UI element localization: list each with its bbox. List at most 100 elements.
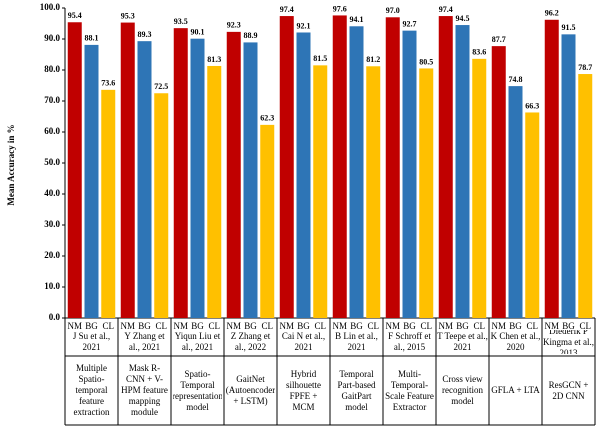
- bar: [120, 22, 135, 318]
- bar: [332, 15, 347, 318]
- bar: [508, 86, 523, 319]
- bar: [419, 68, 434, 318]
- group-method: Cross view recognition model: [442, 374, 483, 406]
- value-label: 83.6: [472, 48, 486, 57]
- series-label: CL: [579, 321, 591, 331]
- series-label: BG: [403, 321, 416, 331]
- group-author: Cai N et al., 2021: [281, 331, 326, 352]
- series-label: CL: [420, 321, 432, 331]
- series-label: NM: [226, 321, 241, 331]
- series-label: BG: [509, 321, 522, 331]
- y-tick-label: 70.0: [44, 95, 60, 105]
- bar: [491, 46, 506, 318]
- value-label: 74.8: [509, 75, 523, 84]
- series-label: CL: [367, 321, 379, 331]
- y-tick-label: 80.0: [44, 64, 60, 74]
- y-axis-label: Mean Accuracy in %: [6, 124, 16, 205]
- series-label: CL: [526, 321, 538, 331]
- bar: [173, 28, 188, 319]
- series-label: CL: [208, 321, 220, 331]
- bar: [84, 44, 99, 318]
- value-label: 62.3: [260, 114, 274, 123]
- group-method: Spatio-Temporal representation model: [173, 368, 222, 412]
- y-tick-label: 60.0: [44, 126, 60, 136]
- bar: [366, 66, 381, 318]
- bar: [154, 93, 169, 318]
- series-label: NM: [332, 321, 347, 331]
- series-label: NM: [544, 321, 559, 331]
- series-label: CL: [102, 321, 114, 331]
- value-label: 95.3: [121, 11, 135, 20]
- bar: [260, 124, 275, 319]
- value-label: 91.5: [562, 23, 576, 32]
- group-method: Multiple Spatio-temporal feature extract…: [73, 363, 110, 417]
- series-label: CL: [314, 321, 326, 331]
- bar: [385, 17, 400, 319]
- value-label: 88.9: [244, 31, 258, 40]
- y-tick-label: 0.0: [49, 312, 61, 322]
- y-tick-label: 40.0: [44, 188, 60, 198]
- value-label: 92.3: [227, 21, 241, 30]
- bar: [279, 16, 294, 319]
- series-label: BG: [85, 321, 98, 331]
- value-label: 73.6: [101, 79, 115, 88]
- value-label: 92.1: [297, 21, 311, 30]
- bar: [296, 32, 311, 319]
- bar: [313, 65, 328, 318]
- series-label: CL: [473, 321, 485, 331]
- y-tick-label: 50.0: [44, 157, 60, 167]
- series-label: NM: [279, 321, 294, 331]
- bar: [525, 112, 540, 318]
- value-label: 93.5: [174, 17, 188, 26]
- group-method: ResGCN + 2D CNN: [548, 379, 589, 401]
- series-label: BG: [244, 321, 257, 331]
- series-label: BG: [191, 321, 204, 331]
- value-label: 95.4: [68, 11, 82, 20]
- bar: [402, 30, 417, 318]
- group-method: GFLA + LTA: [491, 385, 540, 395]
- series-label: NM: [120, 321, 135, 331]
- series-label: NM: [438, 321, 453, 331]
- bar: [455, 25, 470, 319]
- y-tick-label: 20.0: [44, 250, 60, 260]
- value-label: 87.7: [492, 35, 506, 44]
- group-author: Z Zhang et al., 2022: [230, 331, 271, 352]
- series-label: CL: [261, 321, 273, 331]
- value-label: 97.6: [333, 4, 347, 13]
- series-label: BG: [138, 321, 151, 331]
- series-label: NM: [173, 321, 188, 331]
- group-method: Temporal Part-based GaitPart model: [337, 368, 376, 412]
- group-author: T Teepe et al., 2021: [437, 331, 488, 352]
- bar: [207, 65, 222, 318]
- bar: [137, 41, 152, 319]
- value-label: 81.2: [366, 55, 380, 64]
- value-label: 81.5: [313, 54, 327, 63]
- value-label: 96.2: [545, 9, 559, 18]
- y-tick-label: 10.0: [44, 281, 60, 291]
- value-label: 94.1: [350, 15, 364, 24]
- series-label: BG: [297, 321, 310, 331]
- bar: [578, 74, 593, 318]
- group-author: F Schroff et al., 2015: [388, 331, 431, 352]
- series-label: NM: [491, 321, 506, 331]
- group-author: J Su et al., 2021: [72, 331, 111, 352]
- series-label: BG: [456, 321, 469, 331]
- series-label: NM: [67, 321, 82, 331]
- bar: [190, 38, 205, 318]
- bar: [472, 58, 487, 319]
- y-tick-label: 100.0: [40, 2, 61, 12]
- bar: [349, 26, 364, 318]
- value-label: 97.0: [386, 6, 400, 15]
- value-label: 78.7: [578, 63, 592, 72]
- value-label: 88.1: [85, 34, 99, 43]
- value-label: 92.7: [403, 19, 417, 28]
- value-label: 72.5: [154, 82, 168, 91]
- value-label: 66.3: [525, 101, 539, 110]
- group-author: B Lin et al., 2021: [335, 331, 378, 352]
- group-method: Mask R-CNN + V-HPM feature mapping modul…: [121, 363, 168, 417]
- y-tick-label: 90.0: [44, 33, 60, 43]
- value-label: 80.5: [419, 57, 433, 66]
- group-method: Multi-Temporal-Scale Feature Extractor: [385, 368, 434, 412]
- series-label: CL: [155, 321, 167, 331]
